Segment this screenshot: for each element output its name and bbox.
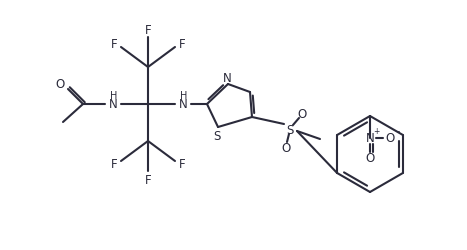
- Text: N: N: [109, 98, 117, 111]
- Text: F: F: [145, 173, 151, 186]
- Text: F: F: [179, 38, 185, 51]
- Text: S: S: [213, 129, 221, 142]
- Text: -: -: [396, 127, 400, 136]
- Text: N: N: [178, 98, 187, 111]
- Text: O: O: [297, 107, 307, 120]
- Text: O: O: [385, 132, 395, 145]
- Text: O: O: [56, 77, 64, 90]
- Text: S: S: [286, 123, 294, 136]
- Text: O: O: [282, 141, 290, 154]
- Text: F: F: [111, 38, 117, 51]
- Text: F: F: [145, 24, 151, 36]
- Text: F: F: [179, 158, 185, 171]
- Text: H: H: [110, 91, 118, 101]
- Text: N: N: [223, 71, 231, 84]
- Text: N: N: [366, 132, 375, 145]
- Text: +: +: [373, 127, 379, 136]
- Text: H: H: [180, 91, 188, 101]
- Text: O: O: [365, 152, 375, 165]
- Text: F: F: [111, 158, 117, 171]
